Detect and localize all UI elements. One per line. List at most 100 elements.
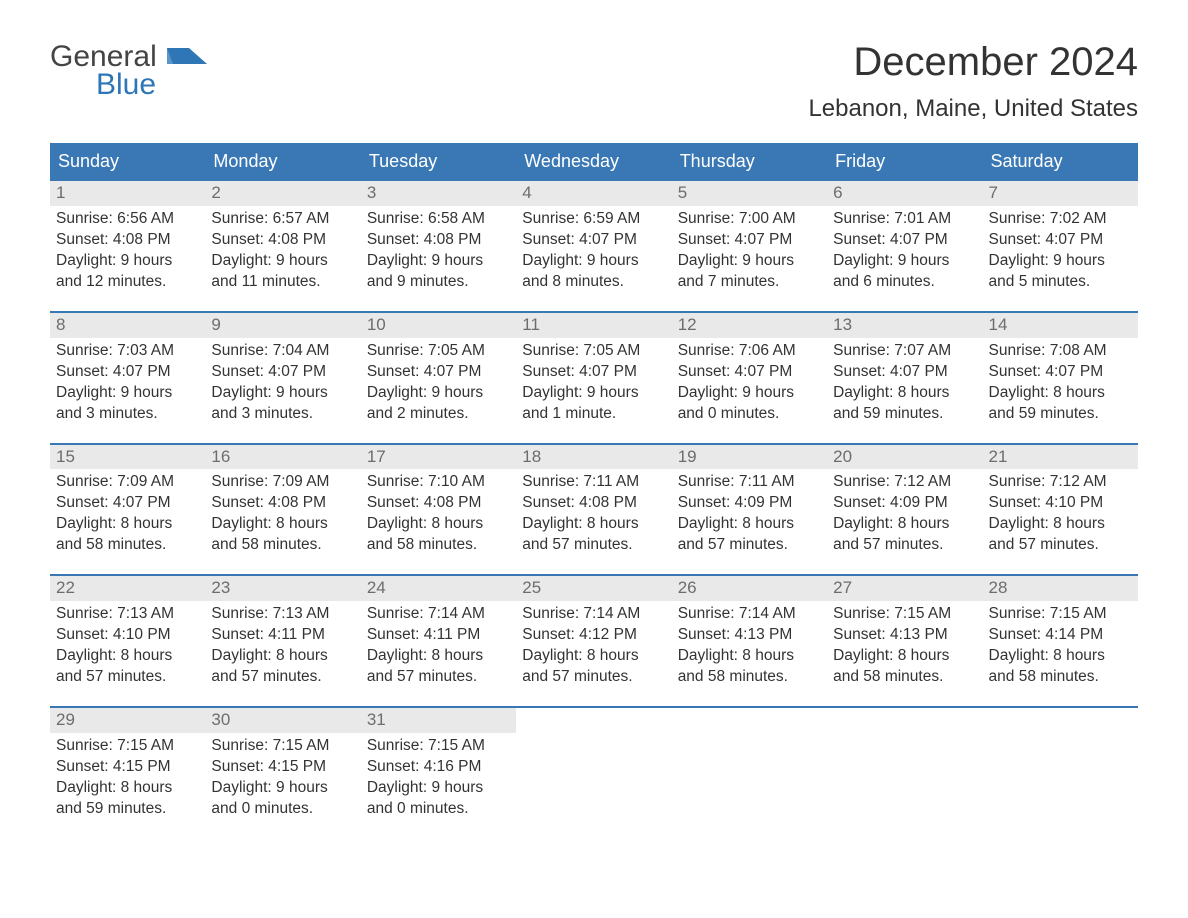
day-line-sr: Sunrise: 7:05 AM [367, 341, 510, 362]
day-line-ss: Sunset: 4:08 PM [367, 230, 510, 251]
day-line-sr: Sunrise: 7:09 AM [56, 472, 199, 493]
day-line-d2: and 7 minutes. [678, 272, 821, 293]
day-line-sr: Sunrise: 7:15 AM [211, 736, 354, 757]
logo: General Blue [50, 40, 207, 102]
day-content: Sunrise: 7:15 AMSunset: 4:16 PMDaylight:… [361, 733, 516, 820]
day-number: 16 [205, 445, 360, 470]
day-number: 8 [50, 313, 205, 338]
title-block: December 2024 Lebanon, Maine, United Sta… [808, 40, 1138, 123]
day-line-ss: Sunset: 4:07 PM [56, 493, 199, 514]
daynum-row: 15161718192021 [50, 443, 1138, 470]
day-line-ss: Sunset: 4:09 PM [833, 493, 976, 514]
day-line-d1: Daylight: 8 hours [678, 514, 821, 535]
day-line-d1: Daylight: 9 hours [367, 778, 510, 799]
day-number: 4 [516, 181, 671, 206]
day-line-d1: Daylight: 9 hours [211, 383, 354, 404]
day-content: Sunrise: 7:15 AMSunset: 4:15 PMDaylight:… [50, 733, 205, 820]
day-content: Sunrise: 7:14 AMSunset: 4:11 PMDaylight:… [361, 601, 516, 688]
daynum-row: 22232425262728 [50, 574, 1138, 601]
day-line-sr: Sunrise: 7:15 AM [989, 604, 1132, 625]
day-line-sr: Sunrise: 7:00 AM [678, 209, 821, 230]
day-line-ss: Sunset: 4:07 PM [989, 362, 1132, 383]
day-content [983, 733, 1138, 820]
day-number: 2 [205, 181, 360, 206]
day-number [983, 708, 1138, 733]
day-line-ss: Sunset: 4:16 PM [367, 757, 510, 778]
day-line-d1: Daylight: 8 hours [367, 646, 510, 667]
day-line-d2: and 5 minutes. [989, 272, 1132, 293]
day-number [827, 708, 982, 733]
day-content: Sunrise: 7:15 AMSunset: 4:13 PMDaylight:… [827, 601, 982, 688]
day-line-ss: Sunset: 4:14 PM [989, 625, 1132, 646]
day-line-d2: and 58 minutes. [833, 667, 976, 688]
day-content: Sunrise: 7:06 AMSunset: 4:07 PMDaylight:… [672, 338, 827, 425]
day-content [672, 733, 827, 820]
day-line-sr: Sunrise: 7:15 AM [56, 736, 199, 757]
day-content: Sunrise: 7:13 AMSunset: 4:10 PMDaylight:… [50, 601, 205, 688]
daynum-row: 1234567 [50, 179, 1138, 206]
day-content: Sunrise: 7:13 AMSunset: 4:11 PMDaylight:… [205, 601, 360, 688]
week: 15161718192021Sunrise: 7:09 AMSunset: 4:… [50, 443, 1138, 557]
content-row: Sunrise: 6:56 AMSunset: 4:08 PMDaylight:… [50, 206, 1138, 293]
day-number: 10 [361, 313, 516, 338]
day-line-d2: and 59 minutes. [989, 404, 1132, 425]
day-line-d2: and 57 minutes. [211, 667, 354, 688]
day-line-d1: Daylight: 8 hours [833, 383, 976, 404]
day-line-d1: Daylight: 9 hours [678, 251, 821, 272]
daynum-row: 891011121314 [50, 311, 1138, 338]
day-line-d2: and 58 minutes. [989, 667, 1132, 688]
day-line-ss: Sunset: 4:11 PM [367, 625, 510, 646]
day-number: 14 [983, 313, 1138, 338]
day-line-d2: and 59 minutes. [833, 404, 976, 425]
day-line-d1: Daylight: 8 hours [56, 646, 199, 667]
day-line-sr: Sunrise: 7:14 AM [522, 604, 665, 625]
dayname-fri: Friday [827, 143, 982, 179]
day-content: Sunrise: 7:00 AMSunset: 4:07 PMDaylight:… [672, 206, 827, 293]
header: General Blue December 2024 Lebanon, Main… [50, 40, 1138, 123]
day-content: Sunrise: 7:15 AMSunset: 4:15 PMDaylight:… [205, 733, 360, 820]
day-line-d1: Daylight: 9 hours [211, 778, 354, 799]
day-line-sr: Sunrise: 7:12 AM [989, 472, 1132, 493]
day-line-ss: Sunset: 4:12 PM [522, 625, 665, 646]
day-line-d1: Daylight: 9 hours [56, 251, 199, 272]
day-number: 17 [361, 445, 516, 470]
dayname-thu: Thursday [672, 143, 827, 179]
day-content: Sunrise: 7:14 AMSunset: 4:13 PMDaylight:… [672, 601, 827, 688]
day-line-d2: and 0 minutes. [211, 799, 354, 820]
day-line-ss: Sunset: 4:07 PM [56, 362, 199, 383]
day-line-d1: Daylight: 8 hours [56, 778, 199, 799]
day-number: 9 [205, 313, 360, 338]
day-number: 29 [50, 708, 205, 733]
day-content: Sunrise: 7:15 AMSunset: 4:14 PMDaylight:… [983, 601, 1138, 688]
day-line-d2: and 57 minutes. [989, 535, 1132, 556]
logo-flag-icon [167, 40, 207, 74]
day-line-sr: Sunrise: 7:10 AM [367, 472, 510, 493]
day-line-sr: Sunrise: 7:15 AM [367, 736, 510, 757]
day-content [827, 733, 982, 820]
day-content: Sunrise: 7:05 AMSunset: 4:07 PMDaylight:… [361, 338, 516, 425]
day-line-d1: Daylight: 8 hours [833, 514, 976, 535]
day-number: 11 [516, 313, 671, 338]
day-line-d2: and 6 minutes. [833, 272, 976, 293]
day-line-d1: Daylight: 9 hours [367, 383, 510, 404]
day-line-sr: Sunrise: 7:01 AM [833, 209, 976, 230]
day-line-sr: Sunrise: 7:11 AM [522, 472, 665, 493]
day-line-d1: Daylight: 8 hours [989, 514, 1132, 535]
day-line-d2: and 58 minutes. [367, 535, 510, 556]
day-content: Sunrise: 7:14 AMSunset: 4:12 PMDaylight:… [516, 601, 671, 688]
day-line-ss: Sunset: 4:08 PM [522, 493, 665, 514]
day-line-d1: Daylight: 9 hours [833, 251, 976, 272]
logo-stack: General Blue [50, 40, 207, 102]
day-number: 5 [672, 181, 827, 206]
day-line-ss: Sunset: 4:15 PM [56, 757, 199, 778]
day-line-d2: and 57 minutes. [678, 535, 821, 556]
content-row: Sunrise: 7:13 AMSunset: 4:10 PMDaylight:… [50, 601, 1138, 688]
day-line-d1: Daylight: 8 hours [678, 646, 821, 667]
day-line-sr: Sunrise: 7:08 AM [989, 341, 1132, 362]
day-line-ss: Sunset: 4:10 PM [56, 625, 199, 646]
day-line-d2: and 0 minutes. [367, 799, 510, 820]
day-line-d2: and 57 minutes. [522, 535, 665, 556]
day-content: Sunrise: 7:03 AMSunset: 4:07 PMDaylight:… [50, 338, 205, 425]
day-line-sr: Sunrise: 7:11 AM [678, 472, 821, 493]
day-line-sr: Sunrise: 7:14 AM [367, 604, 510, 625]
